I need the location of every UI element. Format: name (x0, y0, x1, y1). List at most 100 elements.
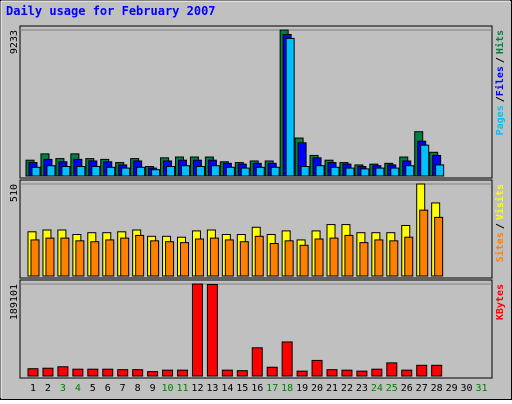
bar (75, 240, 85, 277)
bar (31, 166, 41, 177)
x-tick-label: 17 (266, 383, 278, 394)
bar (284, 240, 294, 277)
x-tick-label: 31 (475, 383, 487, 394)
bar (135, 234, 145, 277)
bar (120, 237, 130, 277)
x-tick-label: 21 (326, 383, 338, 394)
bar (240, 167, 250, 177)
bar (61, 166, 71, 177)
bar (57, 366, 69, 377)
bar (91, 166, 101, 177)
bar (255, 166, 265, 177)
bar (266, 366, 278, 377)
bar (225, 166, 235, 177)
bar (60, 237, 70, 277)
bar (136, 166, 146, 177)
x-tick-label: 1 (30, 383, 36, 394)
bar (105, 239, 115, 277)
bar (386, 362, 398, 377)
bar (285, 37, 295, 177)
chart-title: Daily usage for February 2007 (6, 4, 216, 18)
bar (239, 241, 249, 277)
bar (106, 166, 116, 177)
bar (162, 369, 174, 377)
x-tick-label: 24 (371, 383, 383, 394)
x-tick-label: 16 (251, 383, 263, 394)
bar (344, 234, 354, 277)
bar (151, 169, 161, 177)
bar (299, 244, 309, 277)
bar (102, 368, 114, 377)
bar (314, 238, 324, 277)
x-tick-label: 4 (75, 383, 81, 394)
bar (181, 165, 190, 177)
bar (405, 165, 415, 177)
bar (315, 165, 325, 177)
x-tick-label: 10 (162, 383, 174, 394)
legend-entry: Pages (495, 105, 506, 135)
bar (195, 166, 205, 177)
bar (281, 341, 293, 377)
x-tick-label: 29 (446, 383, 458, 394)
bar (177, 369, 188, 377)
x-tick-label: 2 (45, 383, 51, 394)
x-tick-label: 30 (461, 383, 473, 394)
y-tick-label: 510 (9, 184, 20, 202)
bar (300, 166, 310, 177)
bar (404, 236, 414, 277)
bar (330, 166, 340, 177)
bar (180, 242, 189, 277)
bar (209, 237, 219, 277)
bar (165, 241, 175, 277)
legend: Pages/Files/Hits (494, 30, 506, 135)
y-tick-label: 189101 (9, 284, 20, 320)
bar (132, 369, 144, 377)
x-tick-label: 5 (90, 383, 96, 394)
bar (30, 239, 40, 277)
legend-separator: / (495, 57, 506, 63)
legend-separator: / (495, 223, 506, 229)
legend: KBytes (495, 284, 506, 320)
x-tick-label: 20 (311, 383, 323, 394)
bar (254, 235, 264, 277)
bar (42, 367, 54, 377)
bar (269, 243, 279, 277)
bar (359, 242, 369, 277)
x-tick-label: 11 (176, 383, 188, 394)
bar (76, 166, 86, 177)
legend-entry: Files (494, 66, 506, 96)
legend: Sites / Visits (494, 184, 506, 262)
bar (206, 284, 218, 377)
plot-area (19, 25, 493, 179)
x-tick-label: 25 (386, 383, 398, 394)
legend-entry: Hits (494, 30, 506, 54)
bar (72, 368, 84, 377)
bar (121, 167, 131, 177)
x-tick-label: 27 (416, 383, 428, 394)
bar (356, 370, 368, 377)
bar (221, 369, 233, 377)
bar (371, 368, 383, 377)
x-tick-label: 3 (60, 383, 66, 394)
bar (166, 166, 176, 177)
x-tick-label: 8 (135, 383, 141, 394)
bar (236, 370, 248, 377)
bar (401, 369, 413, 377)
x-tick-label: 15 (236, 383, 248, 394)
bar (416, 364, 428, 377)
legend-entry: Visits (494, 184, 506, 220)
bar (326, 369, 338, 377)
bar (46, 165, 56, 177)
legend-entry: Sites (494, 232, 506, 262)
bar (147, 371, 159, 377)
bar (341, 369, 353, 377)
bar (224, 239, 234, 277)
x-tick-label: 23 (356, 383, 368, 394)
x-tick-label: 28 (431, 383, 443, 394)
bar (419, 209, 429, 277)
x-tick-label: 19 (296, 383, 308, 394)
bar (90, 241, 100, 277)
bar (87, 368, 99, 377)
bar (311, 359, 323, 377)
